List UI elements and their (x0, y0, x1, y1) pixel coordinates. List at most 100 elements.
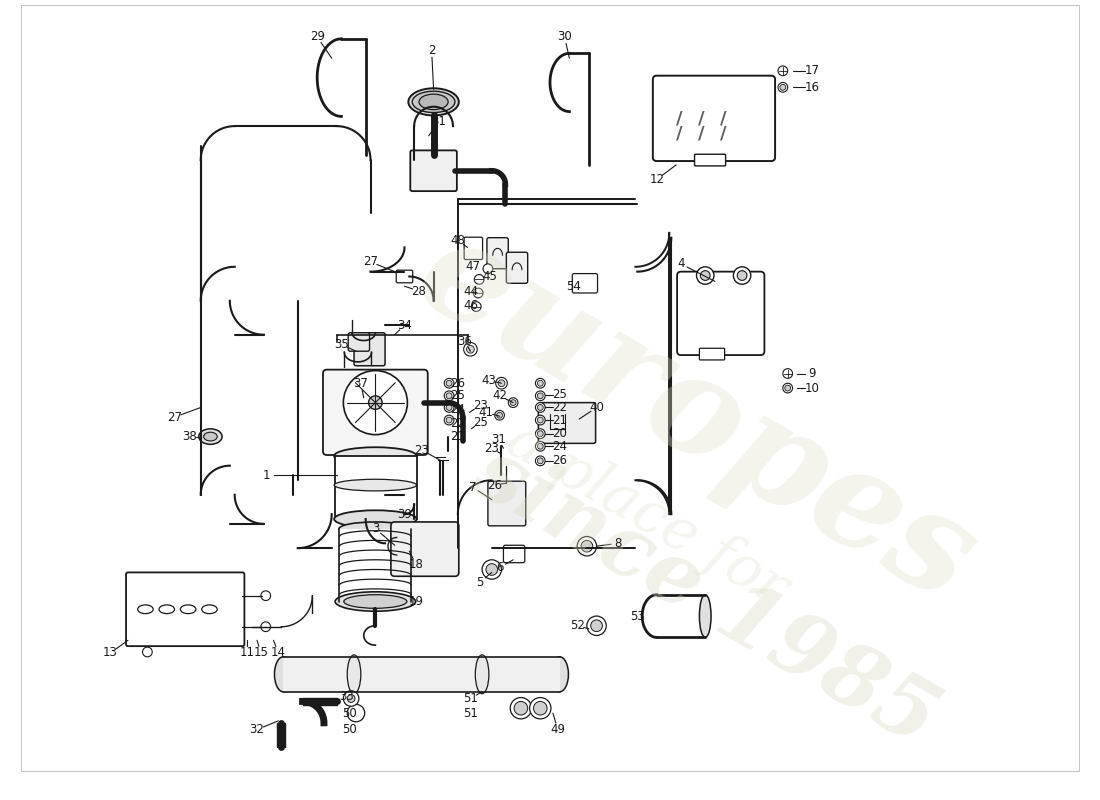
Ellipse shape (199, 429, 222, 444)
Circle shape (536, 402, 546, 412)
Text: 39: 39 (397, 508, 411, 521)
Text: 43: 43 (482, 374, 496, 387)
Circle shape (536, 442, 546, 451)
FancyBboxPatch shape (678, 272, 764, 355)
Text: 51: 51 (463, 692, 477, 705)
Text: 34: 34 (397, 318, 411, 331)
Circle shape (474, 274, 484, 284)
Circle shape (444, 415, 454, 425)
Text: /: / (698, 110, 705, 127)
Text: 36: 36 (458, 335, 472, 348)
Text: 26: 26 (450, 377, 465, 390)
Circle shape (783, 369, 792, 378)
Circle shape (591, 620, 603, 631)
Text: 37: 37 (353, 377, 369, 390)
FancyBboxPatch shape (488, 482, 526, 526)
Circle shape (261, 622, 271, 631)
Circle shape (466, 346, 474, 353)
Ellipse shape (408, 88, 459, 115)
Circle shape (536, 378, 546, 388)
Ellipse shape (551, 657, 569, 692)
Text: 38: 38 (182, 430, 197, 443)
Text: since 1985: since 1985 (459, 430, 952, 763)
Text: 11: 11 (240, 646, 255, 659)
Circle shape (143, 647, 152, 657)
FancyBboxPatch shape (354, 333, 385, 366)
Bar (283, 657, 560, 692)
Text: 23: 23 (473, 399, 487, 412)
FancyBboxPatch shape (390, 522, 459, 576)
Text: /: / (720, 110, 727, 127)
Text: 20: 20 (552, 427, 568, 440)
Text: 52: 52 (570, 619, 584, 632)
Text: 26: 26 (552, 454, 568, 467)
Text: 16: 16 (804, 81, 820, 94)
Circle shape (536, 429, 546, 438)
Circle shape (529, 698, 551, 719)
Text: 53: 53 (630, 610, 645, 622)
Text: 2: 2 (428, 44, 436, 57)
Circle shape (538, 458, 543, 464)
Text: 41: 41 (478, 406, 494, 419)
FancyBboxPatch shape (572, 274, 597, 293)
Circle shape (734, 266, 751, 284)
Circle shape (348, 694, 355, 702)
Ellipse shape (475, 655, 488, 694)
Text: 30: 30 (558, 30, 572, 43)
Text: 29: 29 (310, 30, 324, 43)
Circle shape (784, 385, 791, 391)
Circle shape (536, 456, 546, 466)
Text: 19: 19 (408, 595, 424, 608)
Circle shape (578, 537, 596, 556)
Text: 28: 28 (411, 285, 427, 298)
Bar (334, 456, 417, 519)
Text: 17: 17 (804, 64, 820, 78)
Circle shape (587, 616, 606, 635)
Text: 4: 4 (678, 258, 684, 270)
Text: 23: 23 (484, 442, 499, 454)
Circle shape (343, 690, 359, 706)
Text: 54: 54 (565, 280, 581, 293)
Ellipse shape (334, 447, 417, 465)
FancyBboxPatch shape (396, 270, 412, 283)
Circle shape (538, 405, 543, 410)
Text: 24: 24 (450, 403, 465, 416)
Text: 22: 22 (552, 401, 568, 414)
Text: a place for: a place for (497, 411, 798, 618)
Circle shape (343, 370, 407, 434)
Ellipse shape (700, 594, 711, 638)
Text: 31: 31 (431, 114, 446, 128)
Circle shape (261, 591, 271, 601)
Ellipse shape (412, 91, 455, 113)
Text: 47: 47 (465, 260, 480, 274)
Text: 8: 8 (614, 537, 622, 550)
Circle shape (486, 564, 497, 575)
FancyBboxPatch shape (464, 238, 483, 259)
Circle shape (780, 85, 785, 90)
Text: 12: 12 (649, 173, 664, 186)
Ellipse shape (334, 510, 417, 528)
FancyBboxPatch shape (700, 348, 725, 360)
Circle shape (482, 560, 502, 579)
Ellipse shape (275, 657, 292, 692)
Circle shape (472, 302, 481, 311)
Text: 31: 31 (491, 433, 506, 446)
Text: 26: 26 (487, 478, 503, 491)
Text: 7: 7 (469, 481, 476, 494)
Circle shape (783, 383, 792, 393)
Circle shape (447, 405, 452, 410)
FancyBboxPatch shape (694, 154, 726, 166)
Text: 13: 13 (103, 646, 118, 659)
Circle shape (473, 288, 483, 298)
Circle shape (536, 415, 546, 425)
Circle shape (536, 391, 546, 401)
Text: 42: 42 (492, 390, 507, 402)
Ellipse shape (334, 479, 417, 491)
Text: 44: 44 (463, 285, 477, 298)
Ellipse shape (344, 594, 407, 608)
FancyBboxPatch shape (652, 76, 776, 161)
Text: 23: 23 (415, 444, 429, 457)
Text: /: / (675, 125, 682, 143)
Ellipse shape (339, 522, 411, 535)
FancyBboxPatch shape (410, 150, 456, 191)
